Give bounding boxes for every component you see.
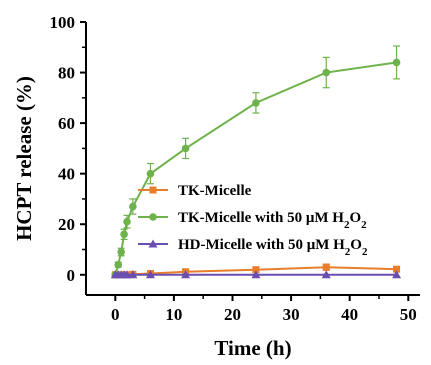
y-tick-label: 40 [58,165,75,184]
series-triangle [110,270,402,279]
plot-area [110,45,402,279]
data-point [123,217,131,226]
x-tick-label: 10 [165,305,182,324]
data-point [145,270,155,279]
y-tick-label: 0 [67,266,76,285]
legend-label: HD-Micelle with 50 μM H2O2 [178,237,368,258]
data-point [128,270,138,279]
y-tick-label: 20 [58,215,75,234]
data-point [392,270,402,279]
y-axis-title: HCPT release (%) [12,76,36,241]
legend-label-part: TK-Micelle with 50 μM H [178,210,344,226]
data-point [392,58,401,67]
legend-label-part: O [350,237,362,253]
x-tick-label: 40 [341,305,358,324]
y-tick-label: 60 [58,114,75,133]
data-point [321,270,331,279]
y-tick-label: 80 [58,64,75,83]
data-point [122,270,132,279]
x-tick-label: 0 [111,305,120,324]
series-circle [111,45,401,279]
legend-marker [149,213,157,221]
x-tick-label: 30 [283,305,300,324]
legend-label: TK-Micelle with 50 μM H2O2 [178,210,367,231]
legend-label-part: 2 [362,246,368,258]
data-point [181,270,191,279]
legend-label: TK-Micelle [178,183,252,199]
legend-marker [148,239,158,248]
data-point [181,144,190,153]
data-point [322,263,330,271]
data-point [252,99,260,107]
data-point [251,270,261,279]
x-tick-label: 20 [224,305,241,324]
data-point [117,248,125,256]
legend-label-part: 2 [344,219,350,231]
data-point [252,266,260,274]
legend-label-part: HD-Micelle with 50 μM H [178,237,345,253]
x-tick-label: 50 [400,305,417,324]
legend-marker [149,186,157,194]
data-point [322,68,331,77]
legend-label-part: TK-Micelle [178,183,252,199]
data-point [393,265,401,273]
data-point [114,260,123,269]
data-point [146,169,155,178]
data-point [120,230,128,239]
legend-label-part: O [349,210,361,226]
x-axis-title: Time (h) [214,336,291,360]
data-point [129,202,137,211]
y-tick-label: 100 [50,13,76,32]
legend-label-part: 2 [361,219,367,231]
legend-label-part: 2 [345,246,351,258]
axes: 0 10 20 30 40 50 0 20 40 60 80 100 [50,13,420,324]
